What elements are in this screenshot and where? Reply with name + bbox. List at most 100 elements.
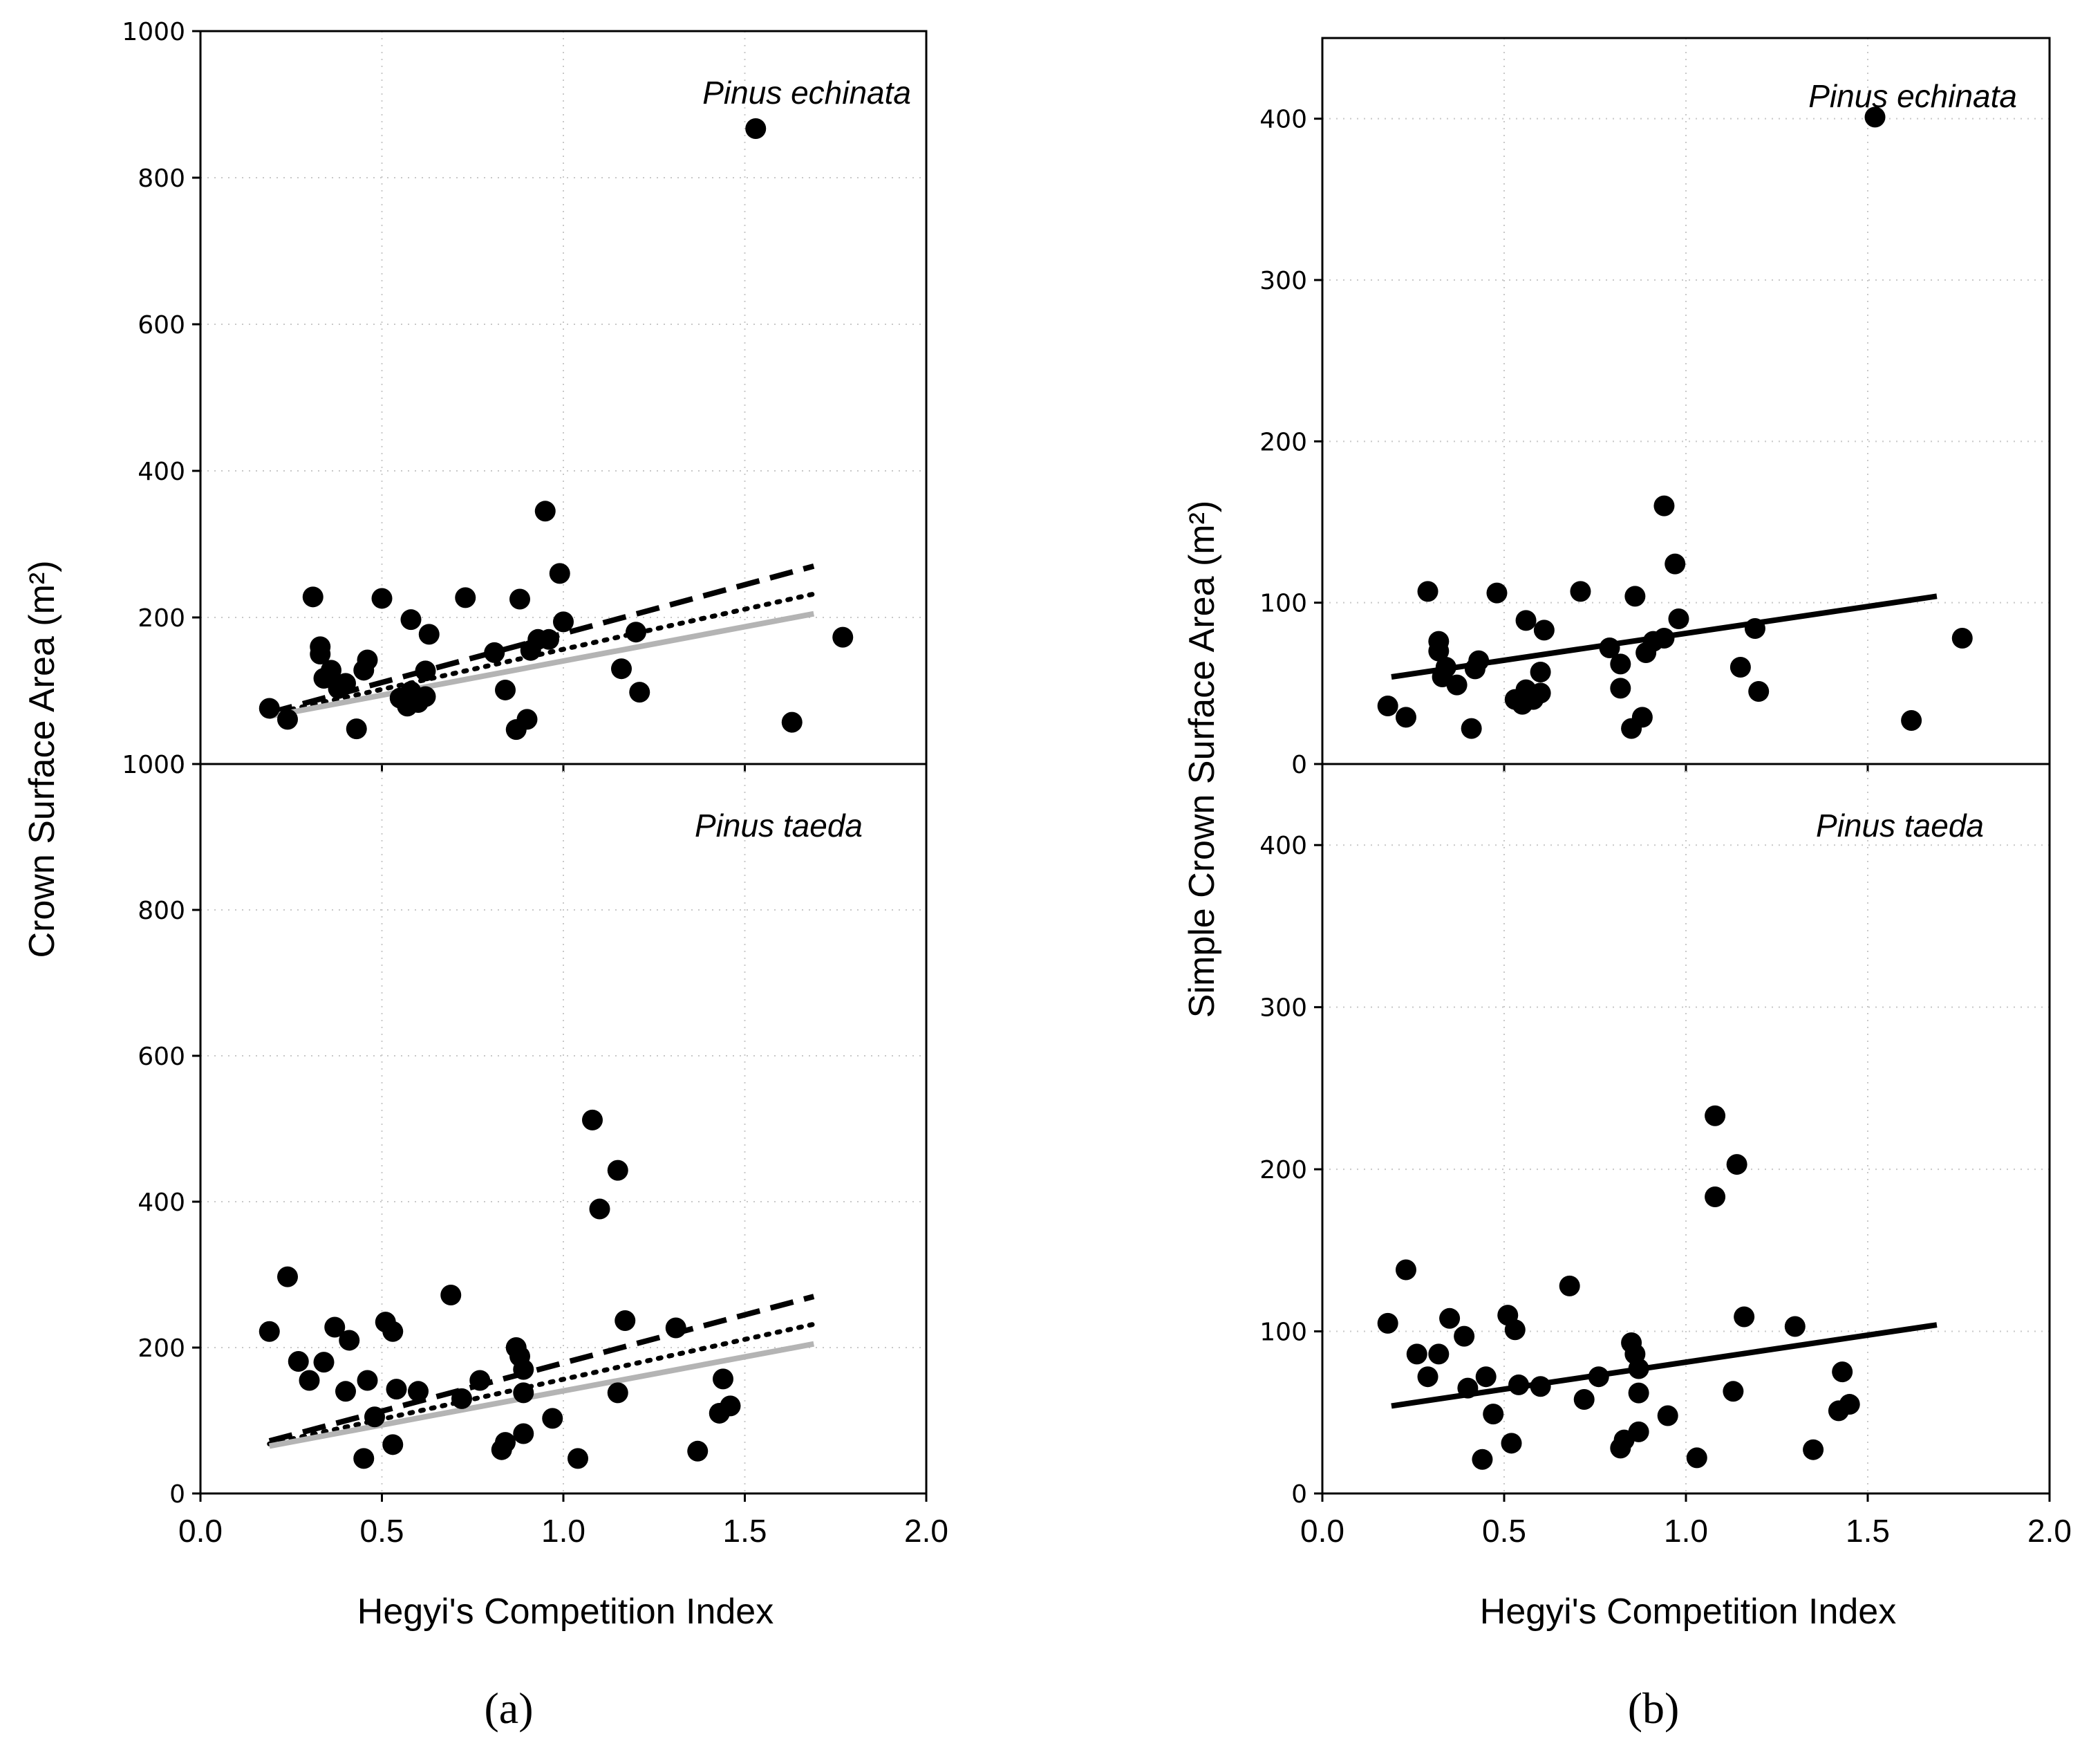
data-point (1439, 1307, 1461, 1329)
data-point (1504, 1319, 1526, 1341)
regression-line-solid (1391, 1322, 1938, 1409)
data-point (1483, 1404, 1504, 1425)
data-point (277, 709, 298, 730)
y-tick-label: 400 (138, 458, 185, 486)
data-point (1653, 495, 1675, 516)
data-point (1734, 1306, 1755, 1328)
data-point (1599, 637, 1620, 658)
data-point (484, 642, 505, 663)
data-point (516, 709, 538, 730)
y-axis-title-a: Crown Surface Area (m²) (22, 560, 62, 958)
data-point (1475, 1366, 1497, 1388)
data-point (335, 673, 356, 694)
data-point (1705, 1105, 1726, 1126)
data-point (781, 711, 803, 733)
data-point (542, 1408, 563, 1429)
data-point (1468, 650, 1490, 671)
data-point (1901, 710, 1922, 731)
x-tick-label: 1.5 (1846, 1513, 1890, 1549)
data-point (1406, 1343, 1427, 1365)
species-title: Pinus echinata (702, 75, 911, 111)
data-point (415, 686, 436, 707)
chart-a-pinus-echinata: 0 200 400 600 800 1000 Pinus echinata (122, 18, 928, 779)
data-point (1395, 707, 1416, 728)
data-point (582, 1109, 603, 1130)
data-point (371, 588, 393, 609)
data-point (1864, 106, 1886, 128)
data-point (418, 624, 440, 645)
data-point (313, 1352, 335, 1373)
data-point (568, 1448, 588, 1469)
data-point (629, 682, 650, 703)
data-point (364, 1406, 385, 1428)
data-point (259, 698, 280, 719)
data-point (259, 1321, 280, 1342)
data-point (353, 1448, 375, 1469)
x-tick-label: 0.5 (1482, 1513, 1526, 1549)
y-tick-label: 1000 (122, 751, 185, 779)
y-tick-label: 800 (138, 897, 185, 925)
data-point (1610, 653, 1631, 675)
data-point (607, 1160, 628, 1181)
data-point (1832, 1361, 1853, 1383)
x-axis-title-b: Hegyi's Competition Index (1480, 1592, 1896, 1632)
data-point (720, 1395, 741, 1417)
data-point (1705, 1186, 1726, 1207)
data-point (451, 1388, 472, 1409)
data-point (408, 1381, 429, 1402)
data-point (1570, 581, 1591, 602)
data-point (1726, 1154, 1747, 1175)
chart-b-pinus-taeda: 0 100 200 300 400 0.0 0.5 1.0 1.5 2.0 Pinus taeda (1259, 763, 2072, 1549)
data-point (513, 1359, 534, 1380)
regression-line-dotted (267, 1321, 816, 1446)
data-point (1744, 618, 1765, 639)
data-point (1803, 1439, 1824, 1460)
data-point (549, 563, 570, 584)
data-point (357, 1370, 378, 1391)
data-point (745, 118, 767, 139)
data-point (513, 1423, 534, 1444)
data-point (288, 1351, 309, 1372)
data-point (440, 1285, 462, 1306)
data-point (1559, 1275, 1580, 1296)
data-point (589, 1198, 610, 1220)
data-point (386, 1379, 407, 1400)
data-point (321, 660, 341, 681)
data-point (1624, 586, 1646, 607)
panel-label-b: (b) (1628, 1684, 1680, 1733)
y-tick-label: 100 (1259, 1319, 1307, 1347)
x-tick-label: 1.0 (541, 1513, 585, 1549)
data-point (1610, 678, 1631, 699)
data-point (1417, 581, 1438, 602)
data-point (1628, 1382, 1649, 1404)
data-point (346, 718, 367, 740)
data-point (1428, 640, 1450, 662)
x-tick-label: 2.0 (904, 1513, 948, 1549)
data-point (1668, 608, 1689, 629)
data-point (1461, 718, 1482, 739)
data-point (1377, 696, 1398, 716)
y-tick-label: 0 (1291, 751, 1307, 779)
data-point (495, 679, 516, 700)
data-point (615, 1310, 636, 1331)
data-point (1665, 553, 1686, 575)
y-tick-label: 200 (138, 604, 185, 633)
y-tick-label: 400 (1259, 832, 1307, 860)
data-point (1748, 681, 1770, 702)
data-point (1530, 1376, 1551, 1397)
y-tick-label: 600 (138, 1043, 185, 1071)
data-point (1653, 628, 1675, 649)
data-point (513, 1382, 534, 1404)
data-point (495, 1432, 516, 1453)
y-tick-label: 0 (169, 1480, 185, 1509)
data-point (299, 1370, 320, 1391)
data-point (1417, 1366, 1438, 1388)
data-point (1435, 657, 1456, 678)
data-point (382, 1434, 404, 1455)
data-point (607, 1382, 628, 1404)
data-point (455, 587, 476, 608)
data-point (626, 622, 646, 643)
data-point (832, 626, 854, 648)
y-tick-label: 300 (1259, 267, 1307, 295)
species-title: Pinus taeda (695, 808, 863, 844)
